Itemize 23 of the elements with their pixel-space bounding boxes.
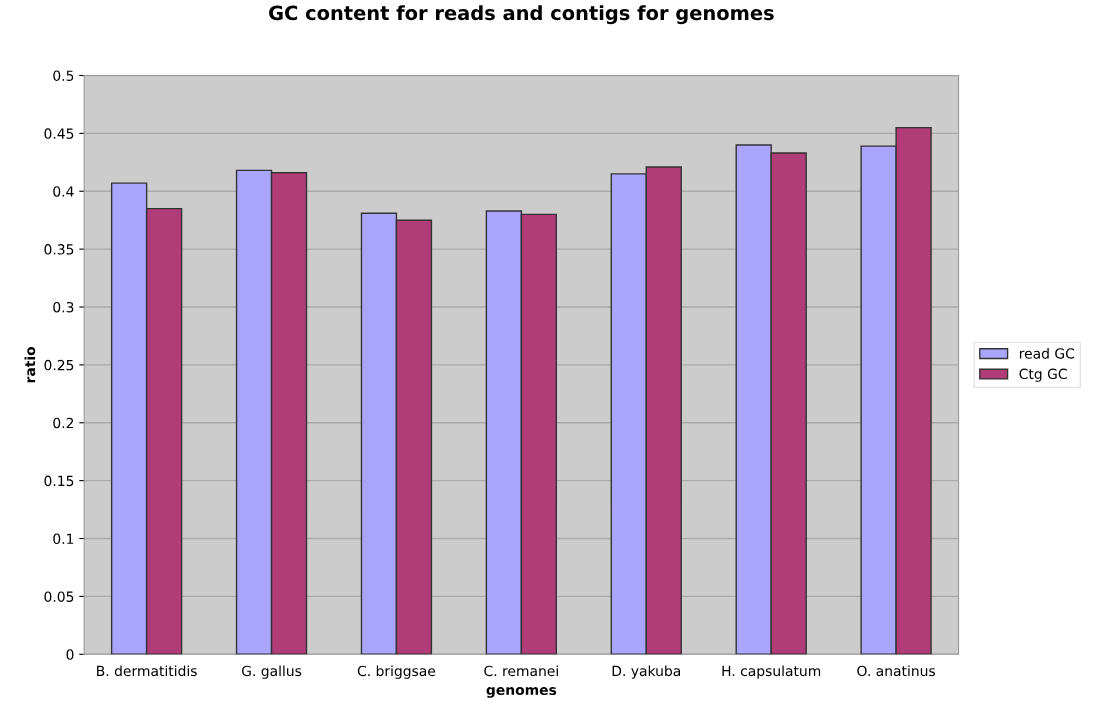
y-tick-label: 0.35 — [44, 244, 74, 255]
y-tick-label: 0.15 — [44, 475, 74, 487]
legend-label: read GC — [1019, 347, 1075, 359]
y-tick-label: 0.45 — [44, 128, 74, 139]
x-tick-label: B. dermatitidis — [97, 665, 197, 677]
y-tick-label: 0 — [66, 649, 74, 660]
x-tick-label: O. anatinus — [857, 665, 936, 677]
x-tick-label: H. capsulatum — [722, 665, 821, 679]
x-tick-label: D. yakuba — [612, 665, 681, 679]
x-tick-label: C. remanei — [484, 665, 558, 677]
x-tick-label: G. gallus — [241, 665, 302, 679]
y-tick-label: 0.3 — [53, 301, 74, 313]
legend-label: Ctg GC — [1019, 368, 1067, 382]
y-tick-label: 0.4 — [53, 186, 74, 197]
x-axis-title: genomes — [486, 687, 557, 698]
y-tick-label: 0.05 — [44, 591, 74, 602]
chart-title: GC content for reads and contigs for genomes — [269, 5, 774, 25]
y-tick-label: 0.1 — [53, 533, 74, 545]
x-tick-label: C. briggsae — [357, 665, 436, 679]
y-tick-label: 0.5 — [53, 70, 74, 81]
y-axis-title: ratio — [24, 346, 36, 383]
y-tick-label: 0.2 — [53, 417, 74, 429]
y-tick-label: 0.25 — [44, 359, 74, 371]
